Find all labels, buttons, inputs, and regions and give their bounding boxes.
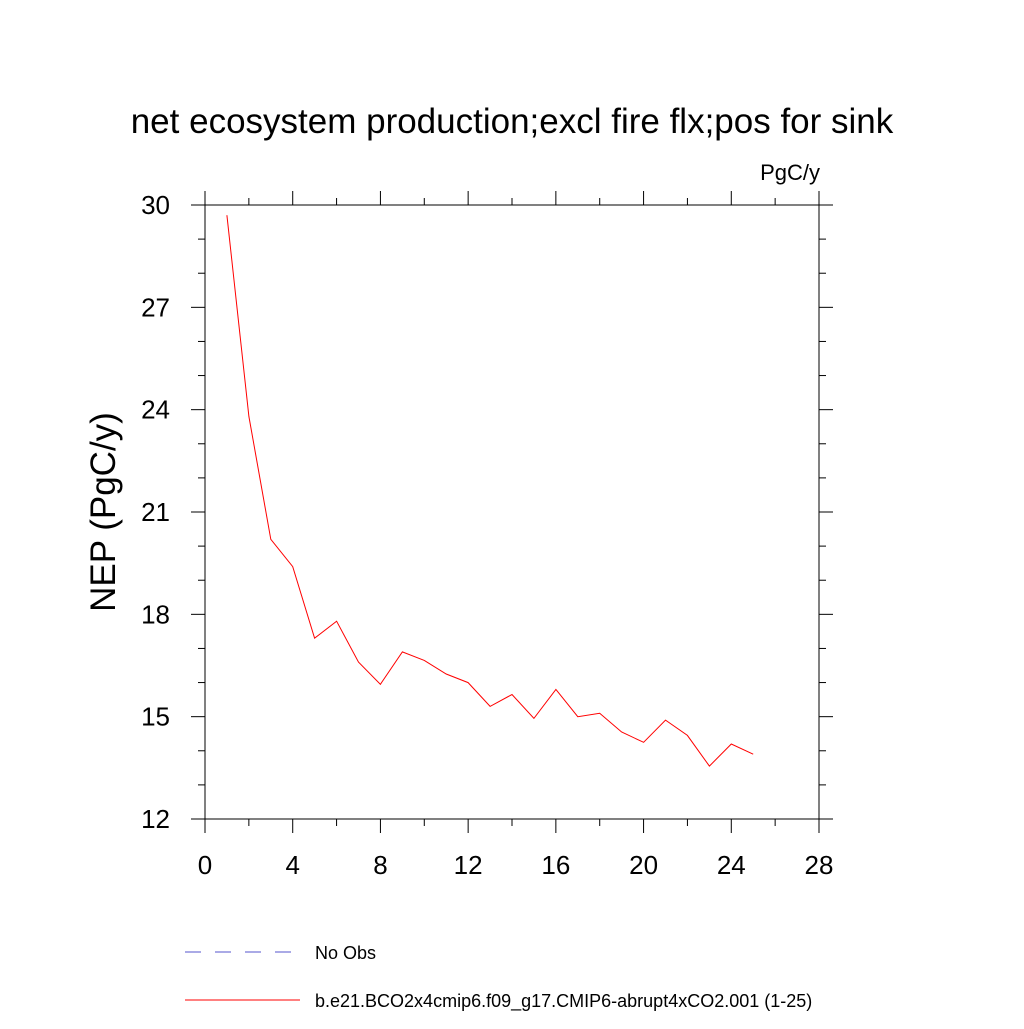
data-point (730, 742, 733, 745)
y-tick-label: 30 (141, 190, 170, 220)
legend-label: b.e21.BCO2x4cmip6.f09_g17.CMIP6-abrupt4x… (315, 991, 812, 1012)
x-tick-label: 8 (373, 850, 387, 880)
chart-title: net ecosystem production;excl fire flx;p… (131, 102, 894, 141)
y-tick-label: 21 (141, 497, 170, 527)
data-point (247, 415, 250, 418)
legend-label: No Obs (315, 943, 376, 963)
x-tick-label: 4 (285, 850, 299, 880)
data-point (708, 765, 711, 768)
data-point (554, 688, 557, 691)
data-point (445, 673, 448, 676)
series-layer (225, 214, 755, 768)
plot-frame (204, 204, 820, 820)
x-tick-label: 28 (805, 850, 834, 880)
data-point (642, 741, 645, 744)
data-point (291, 565, 294, 568)
data-point (752, 753, 755, 756)
data-point (620, 731, 623, 734)
units-label: PgC/y (760, 160, 820, 185)
data-point (532, 717, 535, 720)
x-tick-label: 0 (198, 850, 212, 880)
axis-ticks: 0 4 8 12 16 20 24 28 12 15 18 21 24 27 30 (141, 190, 833, 880)
data-point (269, 538, 272, 541)
series-line (226, 215, 754, 767)
y-tick-label: 15 (141, 702, 170, 732)
x-tick-label: 16 (541, 850, 570, 880)
x-tick-label: 20 (629, 850, 658, 880)
data-point (335, 620, 338, 623)
y-tick-label: 24 (141, 395, 170, 425)
data-point (423, 659, 426, 662)
data-point (313, 637, 316, 640)
data-point (401, 650, 404, 653)
data-point (511, 693, 514, 696)
x-tick-label: 12 (454, 850, 483, 880)
data-point (489, 705, 492, 708)
data-point (686, 734, 689, 737)
y-tick-label: 18 (141, 599, 170, 629)
data-point (664, 719, 667, 722)
data-point (467, 681, 470, 684)
data-point (598, 712, 601, 715)
data-point (576, 715, 579, 718)
x-tick-label: 24 (717, 850, 746, 880)
data-point (379, 683, 382, 686)
y-axis-label: NEP (PgC/y) (84, 412, 123, 612)
data-point (225, 214, 228, 217)
y-tick-label: 27 (141, 292, 170, 322)
legend: No Obs b.e21.BCO2x4cmip6.f09_g17.CMIP6-ab… (185, 943, 812, 1012)
y-tick-label: 12 (141, 804, 170, 834)
data-point (357, 661, 360, 664)
